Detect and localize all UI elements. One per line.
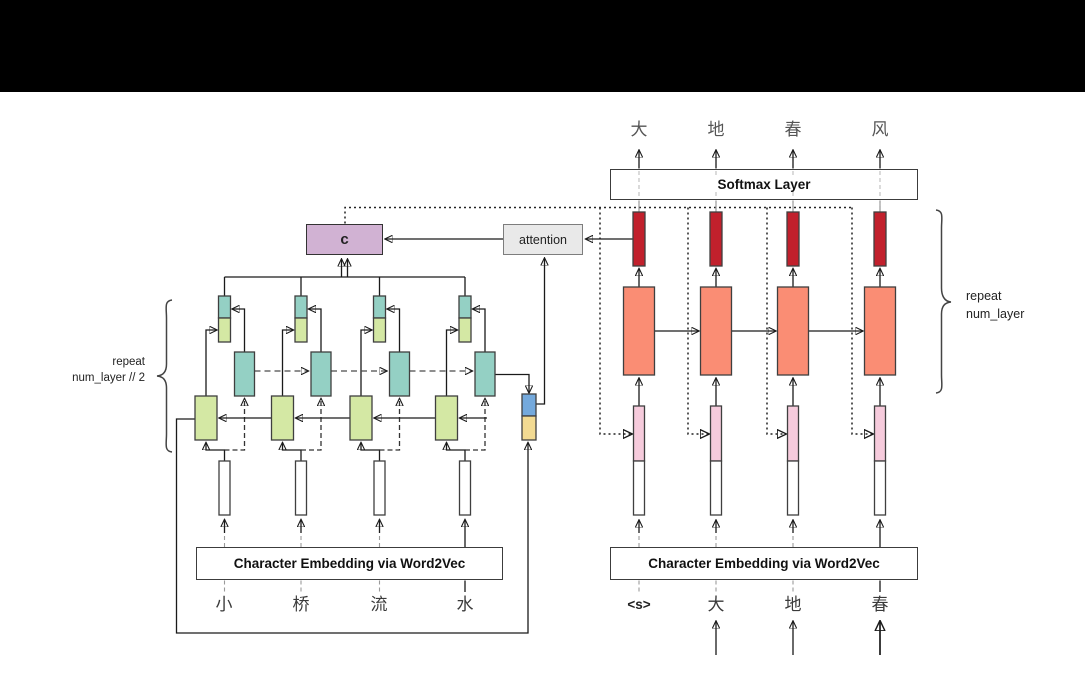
encoder-input-char: 流 <box>370 595 388 614</box>
decoder-repeat-line2: num_layer <box>966 307 1025 321</box>
decoder-init-state-blue <box>521 393 537 417</box>
encoder-concat-forward-cell <box>294 295 308 319</box>
encoder-forward-rnn-cell <box>388 351 411 397</box>
decoder-output-vector <box>632 211 646 267</box>
decoder-input-char: 地 <box>784 595 802 614</box>
encoder-concat-backward-cell <box>217 317 232 343</box>
encoder-repeat-line1: repeat <box>112 356 145 368</box>
encoder-concat-forward-cell <box>372 295 387 319</box>
encoder-concat-forward-cell <box>458 295 472 319</box>
context-dotted-path <box>344 206 873 435</box>
encoder-input-char: 小 <box>215 595 233 614</box>
encoder-input-char: 水 <box>456 595 474 614</box>
decoder-input-char: 春 <box>871 595 889 614</box>
top-letterbox <box>0 0 1085 92</box>
decoder-output-char: 地 <box>707 120 725 139</box>
decoder-embed-pink-vector <box>632 405 646 462</box>
decoder-output-vector <box>786 211 800 267</box>
encoder-embedding-label: Character Embedding via Word2Vec <box>228 556 471 571</box>
encoder-forward-rnn-cell <box>310 351 332 397</box>
encoder-embedding-vector <box>218 460 231 516</box>
decoder-repeat-brace <box>935 209 952 394</box>
decoder-rnn-cell <box>863 286 897 376</box>
encoder-concat-backward-cell <box>294 317 308 343</box>
encoder-backward-rnn-cell <box>349 395 373 441</box>
context-vector-box: c <box>306 224 383 255</box>
decoder-output-vector <box>873 211 887 267</box>
encoder-input-char: 桥 <box>292 595 310 614</box>
decoder-output-char: 春 <box>784 120 802 139</box>
encoder-concat-backward-cell <box>458 317 472 343</box>
decoder-rnn-cell <box>699 286 733 376</box>
attention-label: attention <box>519 232 567 247</box>
encoder-connectors <box>175 259 545 634</box>
context-vector-label: c <box>340 231 349 248</box>
decoder-output-char: 大 <box>630 120 648 139</box>
encoder-forward-rnn-cell <box>474 351 496 397</box>
decoder-embedding-label: Character Embedding via Word2Vec <box>643 556 885 571</box>
decoder-rnn-cell <box>622 286 656 376</box>
softmax-layer-label: Softmax Layer <box>712 177 816 192</box>
encoder-embedding-vector <box>294 460 308 516</box>
encoder-backward-rnn-cell <box>270 395 295 441</box>
encoder-repeat-brace <box>156 299 173 453</box>
decoder-embedding-vector <box>786 460 800 516</box>
decoder-connectors <box>639 150 880 655</box>
decoder-input-char: 大 <box>707 595 725 614</box>
decoder-embed-pink-vector <box>873 405 887 462</box>
encoder-repeat-line2: num_layer // 2 <box>72 372 145 384</box>
encoder-forward-rnn-cell <box>233 351 256 397</box>
encoder-concat-forward-cell <box>217 295 232 319</box>
decoder-embedding-box: Character Embedding via Word2Vec <box>610 547 918 580</box>
decoder-cells <box>622 211 897 516</box>
decoder-repeat-annotation: repeat num_layer <box>966 287 1076 323</box>
softmax-layer-box: Softmax Layer <box>610 169 918 200</box>
attention-box: attention <box>503 224 583 255</box>
encoder-repeat-annotation: repeat num_layer // 2 <box>30 354 145 386</box>
encoder-cells <box>194 295 537 516</box>
decoder-repeat-line1: repeat <box>966 289 1002 303</box>
decoder-embed-pink-vector <box>709 405 723 462</box>
encoder-backward-rnn-cell <box>434 395 459 441</box>
encoder-embedding-vector <box>373 460 386 516</box>
encoder-embedding-box: Character Embedding via Word2Vec <box>196 547 503 580</box>
decoder-embed-pink-vector <box>786 405 800 462</box>
decoder-rnn-cell <box>776 286 810 376</box>
decoder-output-vector <box>709 211 723 267</box>
encoder-backward-rnn-cell <box>194 395 218 441</box>
decoder-embedding-vector <box>709 460 723 516</box>
decoder-input-start-token: <s> <box>627 597 651 612</box>
decoder-output-char: 风 <box>871 120 889 139</box>
decoder-embedding-vector <box>632 460 646 516</box>
decoder-embedding-vector <box>873 460 887 516</box>
decoder-init-state-yellow <box>521 415 537 441</box>
encoder-concat-backward-cell <box>372 317 387 343</box>
encoder-embedding-vector <box>458 460 472 516</box>
